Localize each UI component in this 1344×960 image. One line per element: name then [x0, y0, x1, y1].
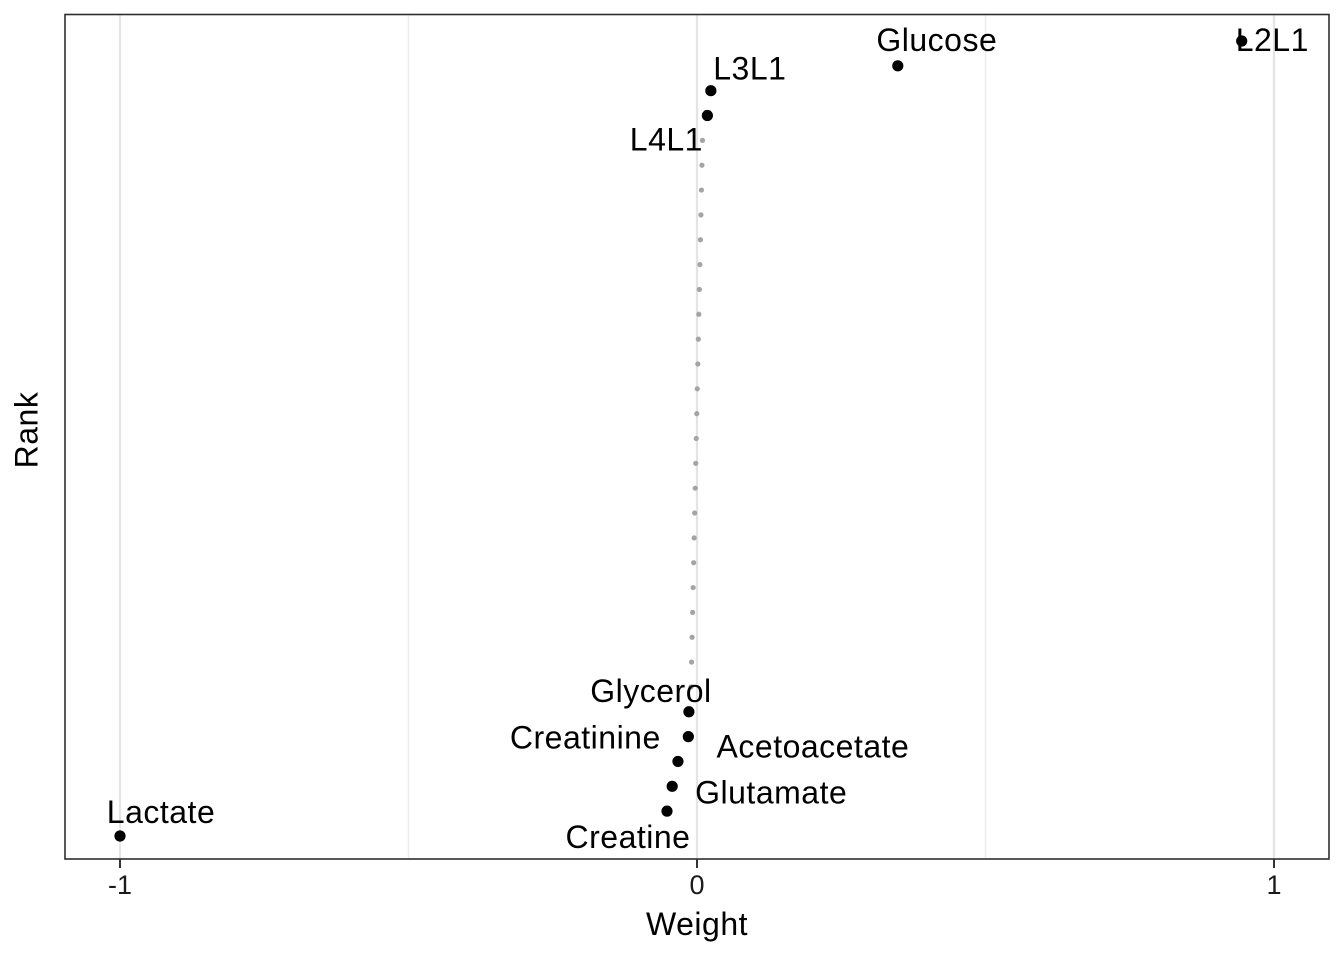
- data-point-unlabeled: [693, 460, 699, 466]
- data-point: [114, 830, 126, 842]
- data-point: [682, 731, 694, 743]
- data-point: [661, 805, 673, 817]
- point-label: Lactate: [107, 794, 215, 830]
- data-point-unlabeled: [699, 137, 706, 143]
- point-label: Creatinine: [510, 720, 661, 756]
- data-point-unlabeled: [695, 361, 701, 367]
- data-point-unlabeled: [688, 684, 694, 690]
- point-label: Acetoacetate: [717, 728, 910, 764]
- data-point-unlabeled: [692, 485, 698, 491]
- data-point-unlabeled: [689, 634, 695, 640]
- point-label: L3L1: [713, 51, 786, 87]
- data-point-unlabeled: [696, 311, 702, 317]
- point-label: L2L1: [1236, 22, 1309, 58]
- point-label: Glycerol: [590, 673, 711, 709]
- data-point-unlabeled: [692, 510, 698, 516]
- data-point-unlabeled: [693, 435, 699, 442]
- data-point: [1236, 35, 1248, 47]
- data-point-unlabeled: [698, 187, 705, 193]
- data-point-unlabeled: [688, 659, 695, 665]
- point-label: Creatine: [566, 819, 691, 855]
- data-point: [666, 780, 678, 792]
- point-label: Glucose: [876, 22, 997, 58]
- data-point-unlabeled: [697, 237, 704, 243]
- data-point-unlabeled: [691, 535, 697, 541]
- data-point: [892, 60, 904, 72]
- data-point: [705, 85, 717, 97]
- x-axis-title: Weight: [645, 906, 749, 942]
- data-point-unlabeled: [695, 336, 701, 342]
- point-label: Glutamate: [695, 774, 847, 810]
- y-axis-title: Rank: [8, 391, 45, 469]
- data-point: [672, 755, 684, 768]
- data-point-unlabeled: [694, 386, 700, 392]
- data-point-unlabeled: [699, 162, 705, 168]
- data-point-unlabeled: [698, 212, 704, 218]
- x-tick-label: 1: [1266, 870, 1281, 900]
- data-point-unlabeled: [696, 286, 702, 293]
- point-label: L4L1: [630, 122, 703, 158]
- data-point-unlabeled: [694, 411, 700, 417]
- data-point: [701, 109, 713, 122]
- data-point-unlabeled: [691, 560, 697, 566]
- x-tick-label: -1: [108, 870, 132, 900]
- data-point-unlabeled: [690, 584, 696, 591]
- data-point-unlabeled: [690, 609, 696, 616]
- data-point-unlabeled: [697, 261, 703, 268]
- data-point: [683, 706, 695, 718]
- x-tick-label: 0: [689, 870, 704, 900]
